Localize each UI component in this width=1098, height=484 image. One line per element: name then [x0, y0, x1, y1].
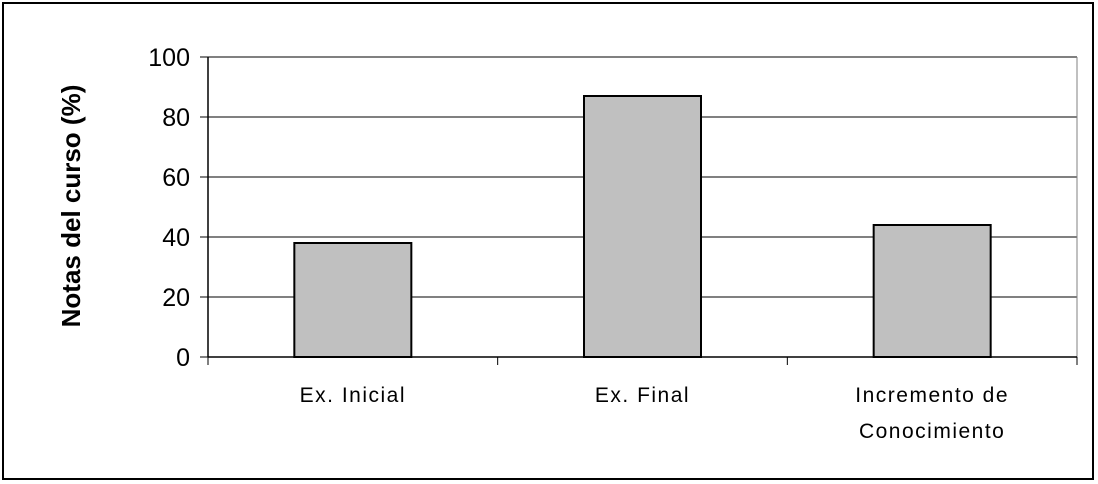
bar-0: [293, 242, 413, 358]
x-tick-label-1-0: Ex. Final: [595, 384, 690, 407]
bars: [293, 95, 992, 358]
x-tick-label-2-1: Conocimiento: [859, 420, 1005, 443]
bar-1: [583, 95, 702, 358]
bar-2: [872, 224, 992, 358]
x-tick-labels: Ex. Inicial Ex. Final Incremento de Conocim…: [300, 384, 1009, 443]
x-tick-label-2-0: Incremento de: [855, 384, 1009, 407]
y-tick-label-20: 20: [162, 284, 190, 312]
y-tick-label-60: 60: [162, 164, 190, 192]
y-tick-label-0: 0: [176, 344, 190, 372]
axes: [200, 56, 1078, 365]
y-tick-label-80: 80: [162, 104, 190, 132]
y-tick-label-100: 100: [148, 44, 190, 72]
y-axis-title: Notas del curso (%): [56, 85, 86, 328]
y-tick-labels: 0 20 40 60 80 100: [148, 44, 190, 372]
y-tick-label-40: 40: [162, 224, 190, 252]
x-tick-label-0-0: Ex. Inicial: [300, 384, 406, 407]
